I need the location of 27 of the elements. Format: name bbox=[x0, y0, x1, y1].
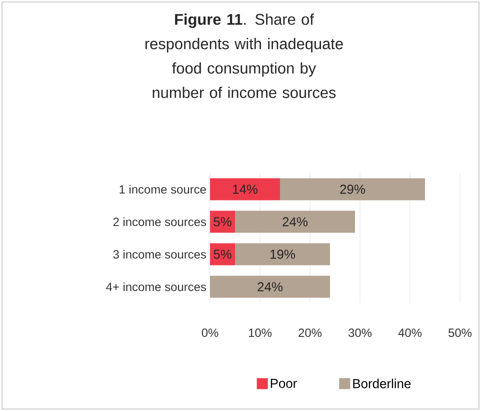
x-tick-label: 50% bbox=[448, 328, 472, 337]
x-tick-label: 20% bbox=[298, 328, 322, 337]
chart-title: Figure 11. Share of respondents with inadequate food consumption by number of income sources bbox=[145, 14, 343, 98]
x-tick-label: 30% bbox=[348, 328, 372, 337]
bar bbox=[210, 178, 280, 200]
y-tick-label: 4+ income sources bbox=[106, 282, 206, 292]
y-tick-label: 2 income sources bbox=[113, 217, 206, 226]
bar bbox=[280, 178, 426, 200]
x-tick-label: 40% bbox=[398, 328, 422, 337]
bar bbox=[235, 243, 330, 266]
data-label: 5% bbox=[214, 217, 232, 226]
data-label: 14% bbox=[233, 184, 258, 194]
data-label: 24% bbox=[282, 217, 308, 226]
data-label: 24% bbox=[258, 282, 283, 292]
y-tick-label: 1 income source bbox=[120, 184, 206, 194]
x-tick-label: 10% bbox=[248, 328, 272, 337]
y-tick-label: 3 income sources bbox=[113, 250, 206, 259]
x-tick-label: 0% bbox=[202, 328, 218, 337]
legend-label: Poor bbox=[270, 378, 297, 388]
bar bbox=[210, 243, 236, 266]
bar bbox=[210, 210, 236, 233]
data-label: 29% bbox=[340, 184, 366, 194]
data-label: 5% bbox=[214, 250, 232, 259]
data-label: 19% bbox=[270, 250, 296, 259]
bar bbox=[235, 210, 356, 233]
bar bbox=[210, 276, 330, 298]
legend-label: Borderline bbox=[353, 378, 411, 388]
